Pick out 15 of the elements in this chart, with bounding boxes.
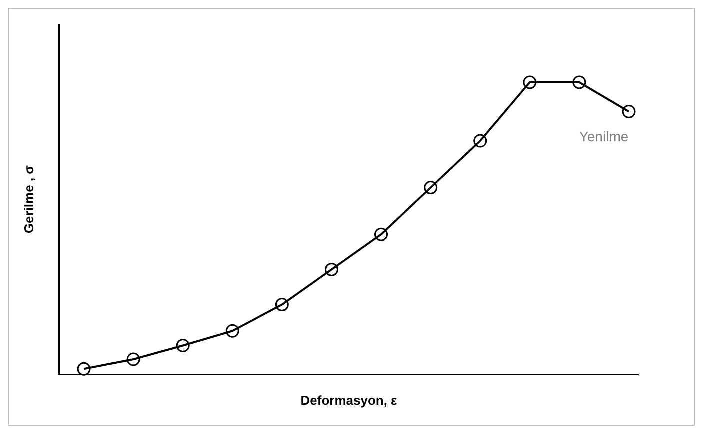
point xyxy=(176,339,190,352)
y-axis-title: Gerilme , σ xyxy=(22,165,37,234)
point xyxy=(424,181,438,195)
point xyxy=(374,228,388,242)
point xyxy=(474,134,488,148)
point xyxy=(77,362,91,376)
point xyxy=(523,76,537,90)
point xyxy=(126,352,140,366)
x-axis-title: Deformasyon, ε xyxy=(300,393,398,408)
point xyxy=(572,76,586,90)
point xyxy=(275,298,289,312)
point xyxy=(622,105,636,118)
annotation: Yenilme xyxy=(579,128,629,145)
point xyxy=(226,324,240,338)
point xyxy=(324,262,338,276)
